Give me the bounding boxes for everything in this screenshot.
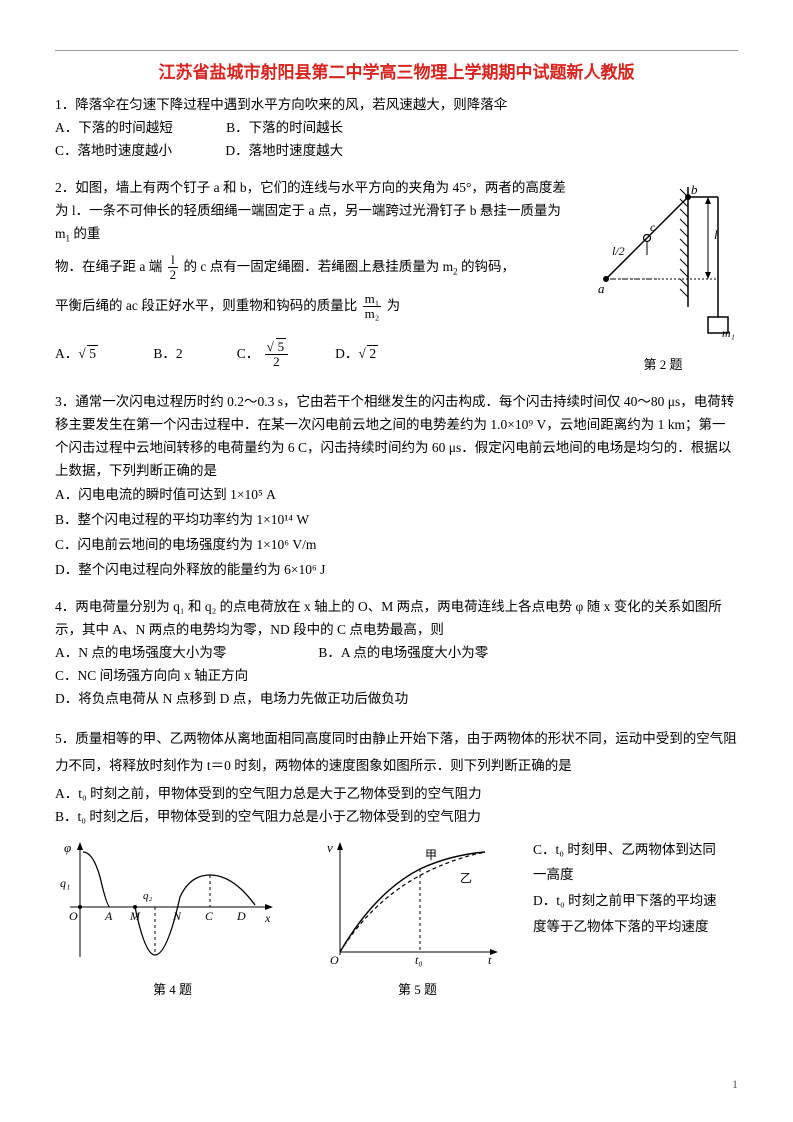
svg-text:x: x [264, 911, 271, 925]
q2-stem3b: 为 [387, 298, 401, 313]
q5-optA: A．t₀ 时刻之前，甲物体受到的空气阻力总是大于乙物体受到的空气阻力 [55, 783, 738, 806]
q1-optC: C．落地时速度越小 [55, 140, 172, 163]
q2-stem3a: 平衡后绳的 ac 段正好水平，则重物和钩码的质量比 [55, 298, 361, 313]
q4-stem: 4．两电荷量分别为 q₁ 和 q₂ 的点电荷放在 x 轴上的 O、M 两点，两电… [55, 596, 738, 642]
q1-options2: C．落地时速度越小 D．落地时速度越大 [55, 140, 738, 163]
svg-text:v: v [327, 840, 333, 855]
q3-optC: C．闪电前云地间的电场强度约为 1×10⁶ V/m [55, 534, 738, 557]
q2-stem1a: 2．如图，墙上有两个钉子 a 和 b，它们的连线与水平方向的夹角为 45°，两者… [55, 180, 566, 241]
svg-text:a: a [598, 281, 605, 296]
svg-text:l/2: l/2 [612, 244, 625, 258]
page-number: 1 [732, 1074, 738, 1094]
q4-figure: φ q₁ O A M q₂ N C D x 第 4 题 [55, 837, 290, 1001]
q2-optC: C． 52 [237, 340, 332, 370]
svg-text:N: N [172, 909, 182, 923]
q1-options: A．下落的时间越短 B．下落的时间越长 [55, 117, 738, 140]
q5-optC: C．t₀ 时刻甲、乙两物体到达同一高度 [533, 837, 718, 888]
q5-optD: D．t₀ 时刻之前甲下落的平均速度等于乙物体下落的平均速度 [533, 888, 718, 939]
svg-text:C: C [205, 909, 214, 923]
q2-optA: A．5 [55, 343, 150, 366]
q3-stem: 3．通常一次闪电过程历时约 0.2～0.3 s，它由若干个相继发生的闪击构成．每… [55, 391, 738, 483]
svg-text:q₂: q₂ [143, 890, 153, 902]
q2-fig-label: 第 2 题 [588, 354, 738, 376]
svg-text:O: O [330, 953, 339, 967]
q2-stem1b: 的重 [70, 226, 100, 241]
q3-optA: A．闪电电流的瞬时值可达到 1×10⁵ A [55, 484, 738, 507]
question-4: 4．两电荷量分别为 q₁ 和 q₂ 的点电荷放在 x 轴上的 O、M 两点，两电… [55, 596, 738, 711]
question-5: 5．质量相等的甲、乙两物体从离地面相同高度同时由静止开始下落，由于两物体的形状不… [55, 725, 738, 1001]
page-title: 江苏省盐城市射阳县第二中学高三物理上学期期中试题新人教版 [55, 59, 738, 88]
q2-optD: D．2 [335, 343, 378, 366]
svg-text:D: D [236, 909, 246, 923]
q4-optC: C．NC 间场强方向向 x 轴正方向 [55, 665, 738, 688]
q4-fig-label: 第 4 题 [55, 979, 290, 1001]
q2-optB: B．2 [153, 343, 233, 366]
q1-optA: A．下落的时间越短 [55, 117, 173, 140]
q5-figure: v O t₀ t 甲 乙 第 5 题 [320, 837, 515, 1001]
q1-stem: 1．降落伞在匀速下降过程中遇到水平方向吹来的风，若风速越大，则降落伞 [55, 94, 738, 117]
svg-text:乙: 乙 [460, 871, 472, 885]
q4-optB: B．A 点的电场强度大小为零 [318, 645, 488, 660]
q2-figure: b a c l l/2 m₁ 第 2 题 [588, 177, 738, 376]
q3-optD: D．整个闪电过程向外释放的能量约为 6×10⁶ J [55, 559, 738, 582]
question-3: 3．通常一次闪电过程历时约 0.2～0.3 s，它由若干个相继发生的闪击构成．每… [55, 391, 738, 583]
q5-optB: B．t₀ 时刻之后，甲物体受到的空气阻力总是小于乙物体受到的空气阻力 [55, 806, 738, 829]
svg-text:l: l [714, 227, 718, 242]
q5-stem: 5．质量相等的甲、乙两物体从离地面相同高度同时由静止开始下落，由于两物体的形状不… [55, 725, 738, 779]
question-1: 1．降落伞在匀速下降过程中遇到水平方向吹来的风，若风速越大，则降落伞 A．下落的… [55, 94, 738, 163]
svg-text:b: b [691, 182, 698, 197]
svg-text:φ: φ [64, 840, 71, 855]
svg-text:t₀: t₀ [415, 953, 423, 967]
svg-text:M: M [129, 909, 141, 923]
q2-stem2c: 的钩码， [458, 258, 515, 273]
q4-optA: A．N 点的电场强度大小为零 [55, 642, 315, 665]
svg-text:O: O [69, 909, 78, 923]
question-2: b a c l l/2 m₁ 第 2 题 2．如图，墙上有两个钉子 a 和 b，… [55, 177, 738, 377]
svg-text:甲: 甲 [425, 848, 437, 862]
q2-stem2b: 的 c 点有一固定绳圈．若绳圈上悬挂质量为 m [184, 258, 454, 273]
q2-stem2a: 物．在绳子距 a 端 [55, 258, 166, 273]
svg-text:q₁: q₁ [60, 876, 70, 890]
svg-text:m₁: m₁ [722, 326, 735, 340]
q3-optB: B．整个闪电过程的平均功率约为 1×10¹⁴ W [55, 509, 738, 532]
q1-optB: B．下落的时间越长 [226, 117, 343, 140]
q1-optD: D．落地时速度越大 [225, 140, 343, 163]
svg-text:c: c [650, 220, 656, 234]
svg-text:A: A [104, 909, 113, 923]
svg-text:t: t [488, 953, 492, 967]
q4-optD: D．将负点电荷从 N 点移到 D 点，电场力先做正功后做负功 [55, 688, 738, 711]
q5-fig-label: 第 5 题 [320, 979, 515, 1001]
